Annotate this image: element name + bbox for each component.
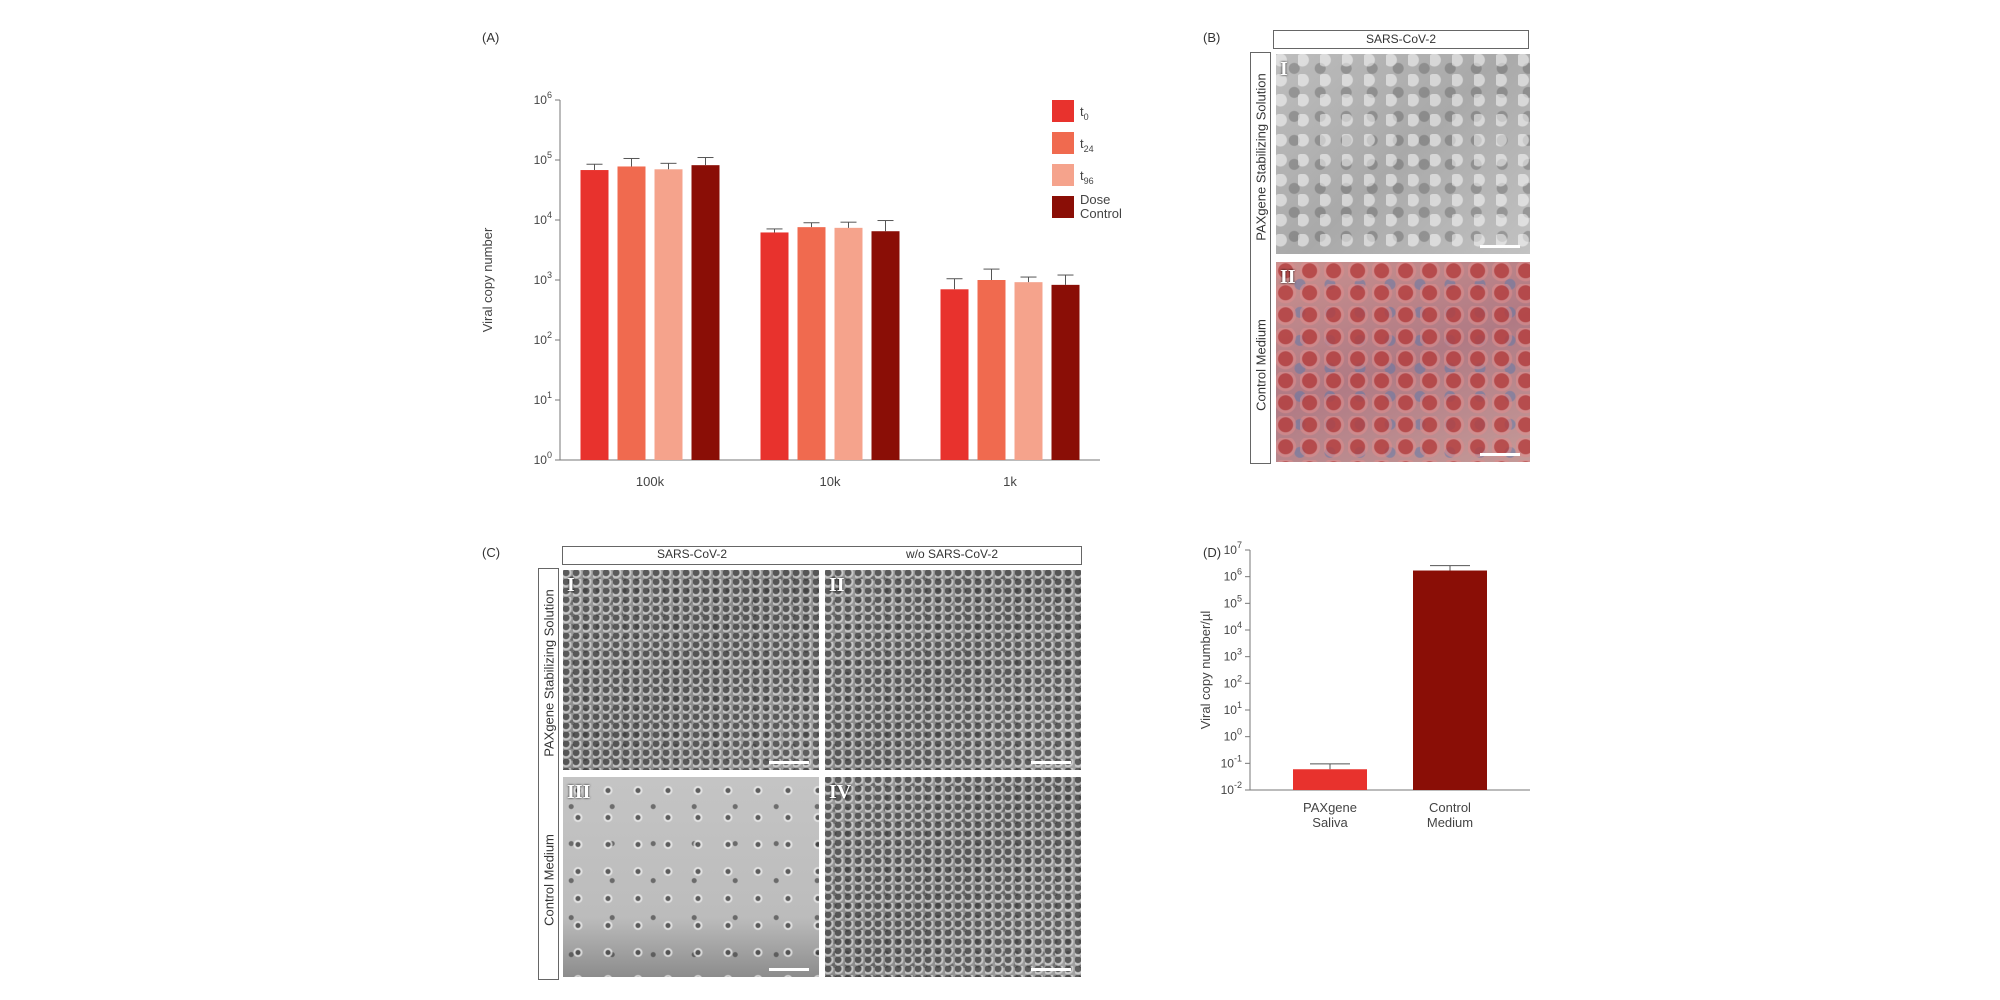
bar	[1051, 284, 1080, 460]
y-tick-label: 104	[1224, 620, 1242, 637]
y-tick-label: 104	[534, 210, 552, 227]
x-tick-label: 10k	[820, 474, 841, 489]
bar	[797, 227, 826, 460]
panel-c-header-2: w/o SARS-CoV-2	[905, 547, 999, 561]
panel-c-header-1: SARS-CoV-2	[656, 547, 728, 561]
panel-c-row-label-2: Control Medium	[541, 834, 557, 926]
x-tick-label: 1k	[1003, 474, 1017, 489]
y-tick-label: 106	[534, 90, 552, 107]
panel-b-header: SARS-CoV-2	[1273, 30, 1529, 49]
legend-entry: t96	[1080, 168, 1094, 186]
micrograph-c-iii: III	[563, 777, 819, 977]
bar	[654, 169, 683, 460]
bar	[940, 289, 969, 460]
panel-c-row-label-1: PAXgene Stabilizing Solution	[541, 589, 557, 757]
legend-swatch	[1052, 196, 1074, 218]
bar	[1293, 769, 1367, 790]
y-tick-label: 100	[1224, 727, 1242, 744]
x-tick-label: Saliva	[1312, 815, 1348, 830]
x-tick-label: Medium	[1427, 815, 1473, 830]
y-tick-label: 105	[534, 150, 552, 167]
y-tick-label: 107	[1224, 540, 1242, 557]
x-tick-label: PAXgene	[1303, 800, 1357, 815]
panel-label-c: (C)	[482, 545, 501, 560]
micrograph-b-ii-label: II	[1280, 266, 1296, 288]
x-tick-label: Control	[1429, 800, 1471, 815]
bar	[691, 165, 720, 460]
y-tick-label: 10-1	[1221, 753, 1242, 770]
micrograph-c-iv-label: IV	[829, 781, 852, 803]
bar	[834, 227, 863, 460]
legend-entry: Dose	[1080, 192, 1110, 207]
micrograph-c-i-label: I	[567, 574, 575, 596]
panel-b-side-frame	[1250, 52, 1271, 464]
y-axis-label: Viral copy number	[480, 227, 495, 332]
bar	[1413, 570, 1487, 790]
y-tick-label: 106	[1224, 567, 1242, 584]
micrograph-c-ii: II	[825, 570, 1081, 770]
scale-bar	[769, 968, 809, 971]
panel-b-row-label-1: PAXgene Stabilizing Solution	[1253, 73, 1269, 241]
scale-bar	[769, 761, 809, 764]
y-tick-label: 103	[534, 270, 552, 287]
scale-bar	[1480, 245, 1520, 248]
legend-swatch	[1052, 100, 1074, 122]
legend-swatch	[1052, 164, 1074, 186]
bar	[977, 280, 1006, 460]
micrograph-b-ii: II	[1276, 262, 1530, 462]
micrograph-c-i: I	[563, 570, 819, 770]
legend-entry: Control	[1080, 206, 1122, 221]
bar	[617, 166, 646, 460]
bar	[580, 170, 609, 460]
y-axis-label: Viral copy number/µl	[1198, 611, 1213, 730]
micrograph-c-iv: IV	[825, 777, 1081, 977]
y-tick-label: 102	[534, 330, 552, 347]
panel-label-a: (A)	[482, 30, 500, 45]
legend-swatch	[1052, 132, 1074, 154]
chart-d: 10-2 10-1 100 101 102 103 104 105 106 107 Viral co…	[1198, 540, 1530, 830]
y-tick-label: 10-2	[1221, 780, 1242, 797]
panel-label-d: (D)	[1203, 545, 1222, 560]
scale-bar	[1480, 453, 1520, 456]
bar	[1014, 282, 1043, 460]
legend-entry: t24	[1080, 136, 1094, 154]
scale-bar	[1031, 968, 1071, 971]
chart-a: 100 101 102 103 104 105 106 Viral copy number 10…	[480, 90, 1122, 489]
y-tick-label: 103	[1224, 647, 1242, 664]
y-tick-label: 101	[1224, 700, 1242, 717]
scale-bar	[1031, 761, 1071, 764]
panel-c-side-frame	[538, 568, 559, 980]
bar	[871, 231, 900, 460]
legend-entry: t0	[1080, 104, 1089, 122]
y-tick-label: 101	[534, 390, 552, 407]
micrograph-b-i: I	[1276, 54, 1530, 254]
bar	[760, 232, 789, 460]
x-tick-label: 100k	[636, 474, 665, 489]
micrograph-c-ii-label: II	[829, 574, 845, 596]
micrograph-b-i-label: I	[1280, 58, 1288, 80]
panel-label-b: (B)	[1203, 30, 1221, 45]
y-tick-label: 105	[1224, 593, 1242, 610]
y-tick-label: 102	[1224, 673, 1242, 690]
y-tick-label: 100	[534, 450, 552, 467]
micrograph-c-iii-label: III	[567, 781, 591, 803]
panel-b-row-label-2: Control Medium	[1253, 319, 1269, 411]
panel-c-header-frame	[562, 546, 1082, 565]
